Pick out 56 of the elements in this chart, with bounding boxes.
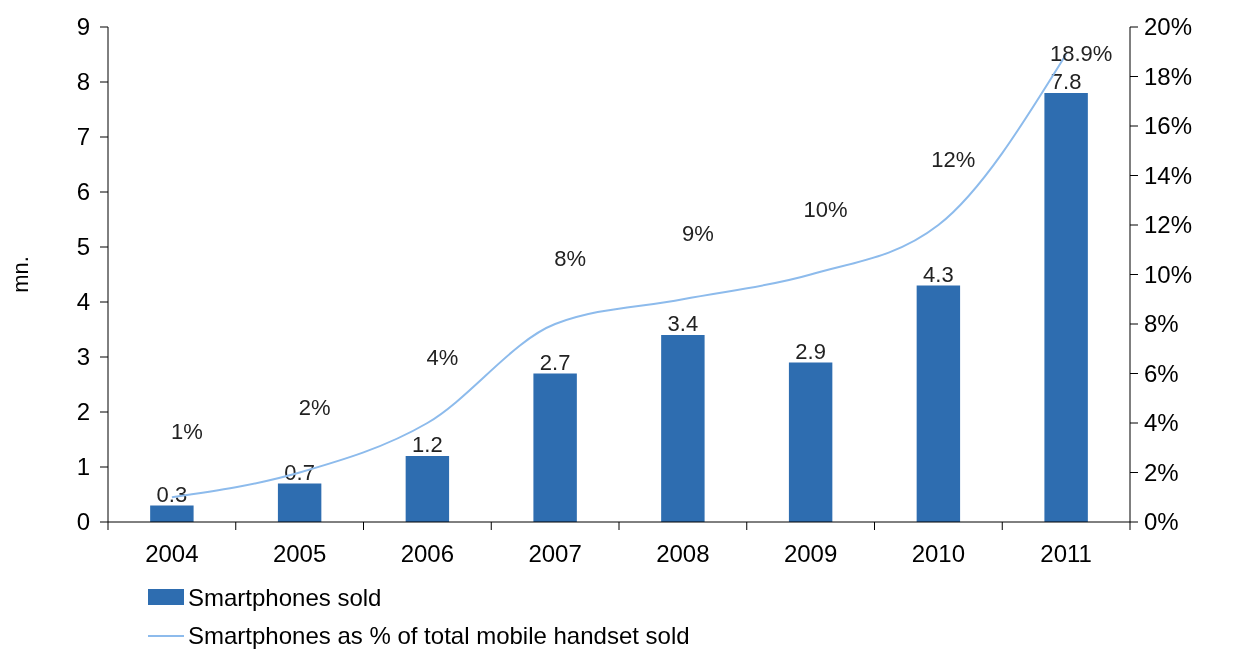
y-tick-label: 0 (76, 508, 90, 536)
bar (788, 362, 833, 522)
y2-tick-label: 20% (1144, 13, 1193, 41)
data-label: 12% (931, 147, 976, 172)
y2-tick-label: 0% (1144, 508, 1179, 536)
bar (533, 373, 577, 522)
y-tick-label: 2 (76, 398, 90, 426)
data-label: 0.7 (284, 459, 315, 485)
x-tick-label: 2011 (1040, 540, 1092, 567)
data-label: 2.9 (795, 338, 826, 364)
data-label: 7.8 (1050, 69, 1082, 94)
data-label: 2% (298, 394, 331, 420)
y-tick-label: 7 (76, 123, 90, 151)
y-tick-label: 8 (76, 68, 90, 96)
data-label: 18.9% (1049, 41, 1113, 66)
y2-tick-label: 6% (1144, 359, 1179, 387)
x-tick-label: 2008 (656, 540, 710, 567)
x-tick-label: 2009 (783, 540, 838, 567)
data-label: 0.3 (156, 481, 188, 507)
y-tick-label: 4 (76, 288, 90, 316)
bar (1044, 93, 1088, 522)
bar (150, 505, 194, 522)
x-tick-label: 2005 (272, 540, 327, 567)
bar (916, 285, 961, 522)
bar (661, 335, 705, 522)
data-label: 2.7 (539, 349, 571, 375)
data-label: 8% (554, 246, 587, 271)
y-tick-label: 5 (76, 233, 90, 261)
y2-tick-label: 10% (1144, 260, 1193, 288)
y2-tick-label: 8% (1144, 310, 1179, 338)
legend-label: Smartphones as % of total mobile handset sold (188, 622, 690, 650)
data-label: 4.3 (923, 261, 954, 287)
y-axis-title: mn. (8, 256, 33, 293)
data-label: 10% (803, 196, 848, 222)
bar (277, 483, 322, 522)
y-tick-label: 6 (76, 178, 90, 206)
y2-tick-label: 4% (1144, 409, 1179, 437)
x-tick-label: 2004 (145, 540, 199, 567)
data-label: 1% (170, 419, 203, 445)
legend-label: Smartphones sold (188, 584, 382, 612)
data-label: 4% (426, 345, 459, 370)
bar (405, 456, 450, 522)
y2-tick-label: 16% (1144, 112, 1193, 140)
y2-tick-label: 18% (1144, 62, 1193, 90)
data-label: 1.2 (412, 432, 443, 457)
y2-tick-label: 12% (1144, 211, 1193, 239)
y-tick-label: 9 (76, 13, 90, 41)
data-label: 3.4 (667, 311, 699, 336)
x-tick-label: 2006 (400, 540, 455, 567)
y-tick-label: 3 (76, 343, 90, 371)
x-tick-label: 2010 (911, 540, 966, 567)
x-tick-label: 2007 (528, 540, 582, 567)
y2-tick-label: 14% (1144, 161, 1193, 189)
y-tick-label: 1 (76, 453, 90, 481)
data-label: 9% (681, 221, 714, 247)
y2-tick-label: 2% (1144, 458, 1179, 486)
